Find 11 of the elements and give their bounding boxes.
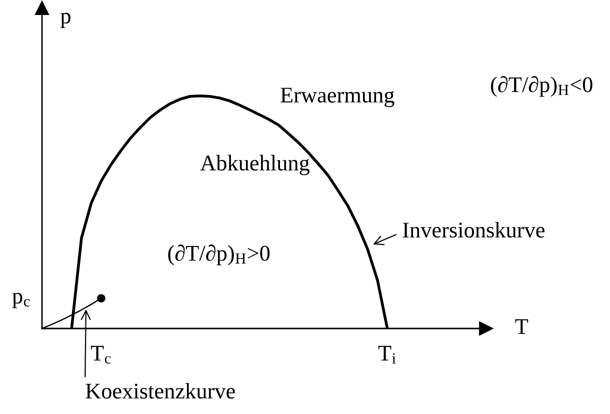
annotation: Inversionskurve bbox=[402, 222, 544, 238]
annotation: (∂T/∂p)$_{H}$>0 bbox=[168, 244, 270, 266]
x-tick-label: T$_{c}$ bbox=[90, 346, 111, 364]
y-axis-title: p bbox=[60, 12, 70, 28]
annotation: Erwaermung bbox=[280, 88, 394, 108]
x-axis-title: T bbox=[515, 319, 528, 334]
annotation: Abkuehlung bbox=[200, 154, 310, 176]
x-tick-label: T$_{i}$ bbox=[378, 346, 396, 364]
text: (∂T/∂p)$_{H}$<0 bbox=[490, 76, 592, 97]
text: Koexistenzkurve bbox=[86, 382, 235, 399]
text: p$_{c}$ bbox=[12, 292, 30, 308]
